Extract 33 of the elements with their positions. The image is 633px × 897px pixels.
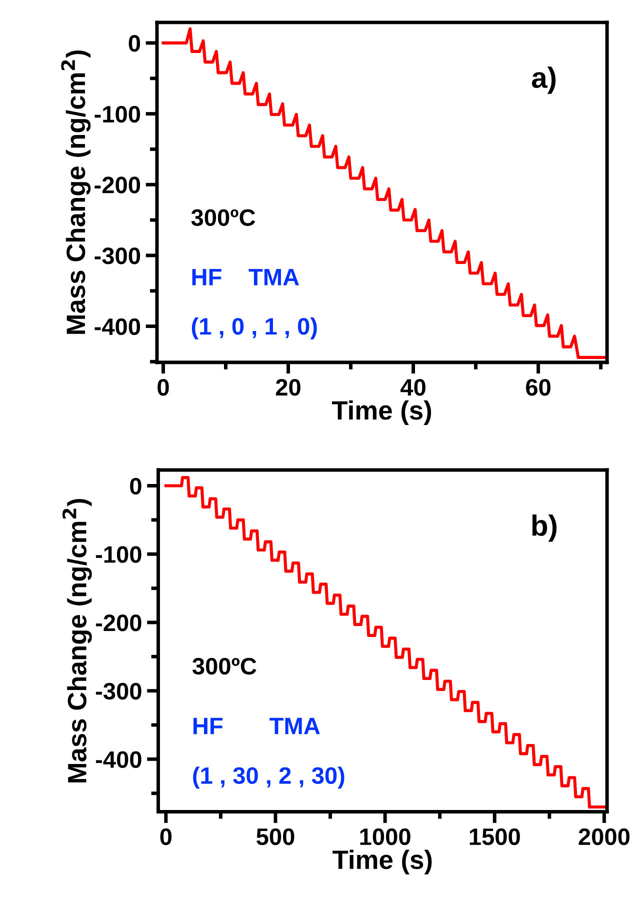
y-tick-label: -300 xyxy=(96,682,142,700)
y-tick-label: 0 xyxy=(130,478,142,495)
x-tick-label: 0 xyxy=(160,828,172,846)
x-tick-label: 500 xyxy=(256,828,294,846)
x-tick-label: 0 xyxy=(158,378,169,396)
y-axis-title: Mass Change (ng/cm$^{2}$) xyxy=(62,498,92,782)
annotation: 300ºC xyxy=(191,209,256,226)
line-series xyxy=(162,27,606,359)
y-tick-label: -300 xyxy=(94,248,140,264)
annotation: b) xyxy=(532,514,557,542)
y-tick-label: -100 xyxy=(94,106,140,123)
x-tick-label: 60 xyxy=(526,378,550,396)
y-tick-label: -400 xyxy=(96,751,142,768)
x-tick-label: 1500 xyxy=(470,828,520,846)
x-tick-label: 1000 xyxy=(360,828,410,846)
annotation: (1 , 0 , 1 , 0) xyxy=(192,317,317,340)
x-tick-label: 20 xyxy=(276,378,300,396)
x-axis-title: Time (s) xyxy=(332,400,432,425)
line-series xyxy=(164,476,606,809)
y-tick-label: -100 xyxy=(96,546,142,563)
y-tick-label: 0 xyxy=(128,35,140,52)
x-tick-label: 2000 xyxy=(578,828,630,846)
y-tick-label: -400 xyxy=(94,318,140,336)
annotation: a) xyxy=(532,66,556,94)
x-axis-title: Time (s) xyxy=(332,850,432,874)
y-axis-title: Mass Change (ng/cm$^{2}$) xyxy=(61,50,91,334)
annotation: (1 , 30 , 2 , 30) xyxy=(193,766,344,789)
annotation: HF TMA xyxy=(193,718,320,734)
y-tick-label: -200 xyxy=(96,614,142,632)
annotation: HF TMA xyxy=(192,268,299,286)
x-tick-label: 40 xyxy=(400,378,426,396)
y-tick-label: -200 xyxy=(94,176,140,194)
annotation: 300ºC xyxy=(192,658,256,675)
